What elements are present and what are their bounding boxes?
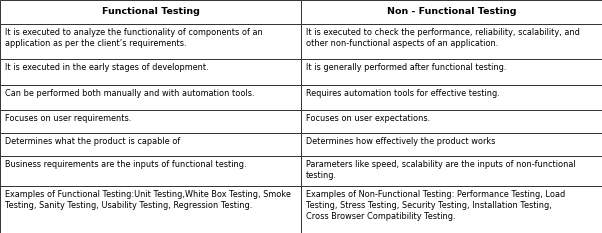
Text: Requires automation tools for effective testing.: Requires automation tools for effective … [306,89,500,98]
Text: Business requirements are the inputs of functional testing.: Business requirements are the inputs of … [5,160,246,169]
Text: Focuses on user requirements.: Focuses on user requirements. [5,114,131,123]
Bar [0,85,301,110]
Text: It is executed to check the performance, reliability, scalability, and
other non: It is executed to check the performance,… [306,28,580,48]
Bar [301,59,602,85]
Bar [0,59,301,85]
Bar [301,133,602,156]
Bar [301,24,602,59]
Bar [0,110,301,133]
Bar [0,156,301,186]
Text: Functional Testing: Functional Testing [102,7,199,16]
Bar [301,156,602,186]
Bar [301,110,602,133]
Text: It is generally performed after functional testing.: It is generally performed after function… [306,63,506,72]
Bar [301,186,602,233]
Bar [301,0,602,24]
Text: Examples of Non-Functional Testing: Performance Testing, Load
Testing, Stress Te: Examples of Non-Functional Testing: Perf… [306,190,565,221]
Bar [0,186,301,233]
Bar [0,133,301,156]
Text: Parameters like speed, scalability are the inputs of non-functional
testing.: Parameters like speed, scalability are t… [306,160,576,180]
Bar [0,24,301,59]
Text: Determines how effectively the product works: Determines how effectively the product w… [306,137,495,146]
Text: Focuses on user expectations.: Focuses on user expectations. [306,114,430,123]
Text: Non - Functional Testing: Non - Functional Testing [386,7,517,16]
Bar [0,0,301,24]
Text: It is executed in the early stages of development.: It is executed in the early stages of de… [5,63,208,72]
Text: Examples of Functional Testing:Unit Testing,White Box Testing, Smoke
Testing, Sa: Examples of Functional Testing:Unit Test… [5,190,291,210]
Text: Determines what the product is capable of: Determines what the product is capable o… [5,137,180,146]
Bar [301,85,602,110]
Text: It is executed to analyze the functionality of components of an
application as p: It is executed to analyze the functional… [5,28,262,48]
Text: Can be performed both manually and with automation tools.: Can be performed both manually and with … [5,89,254,98]
